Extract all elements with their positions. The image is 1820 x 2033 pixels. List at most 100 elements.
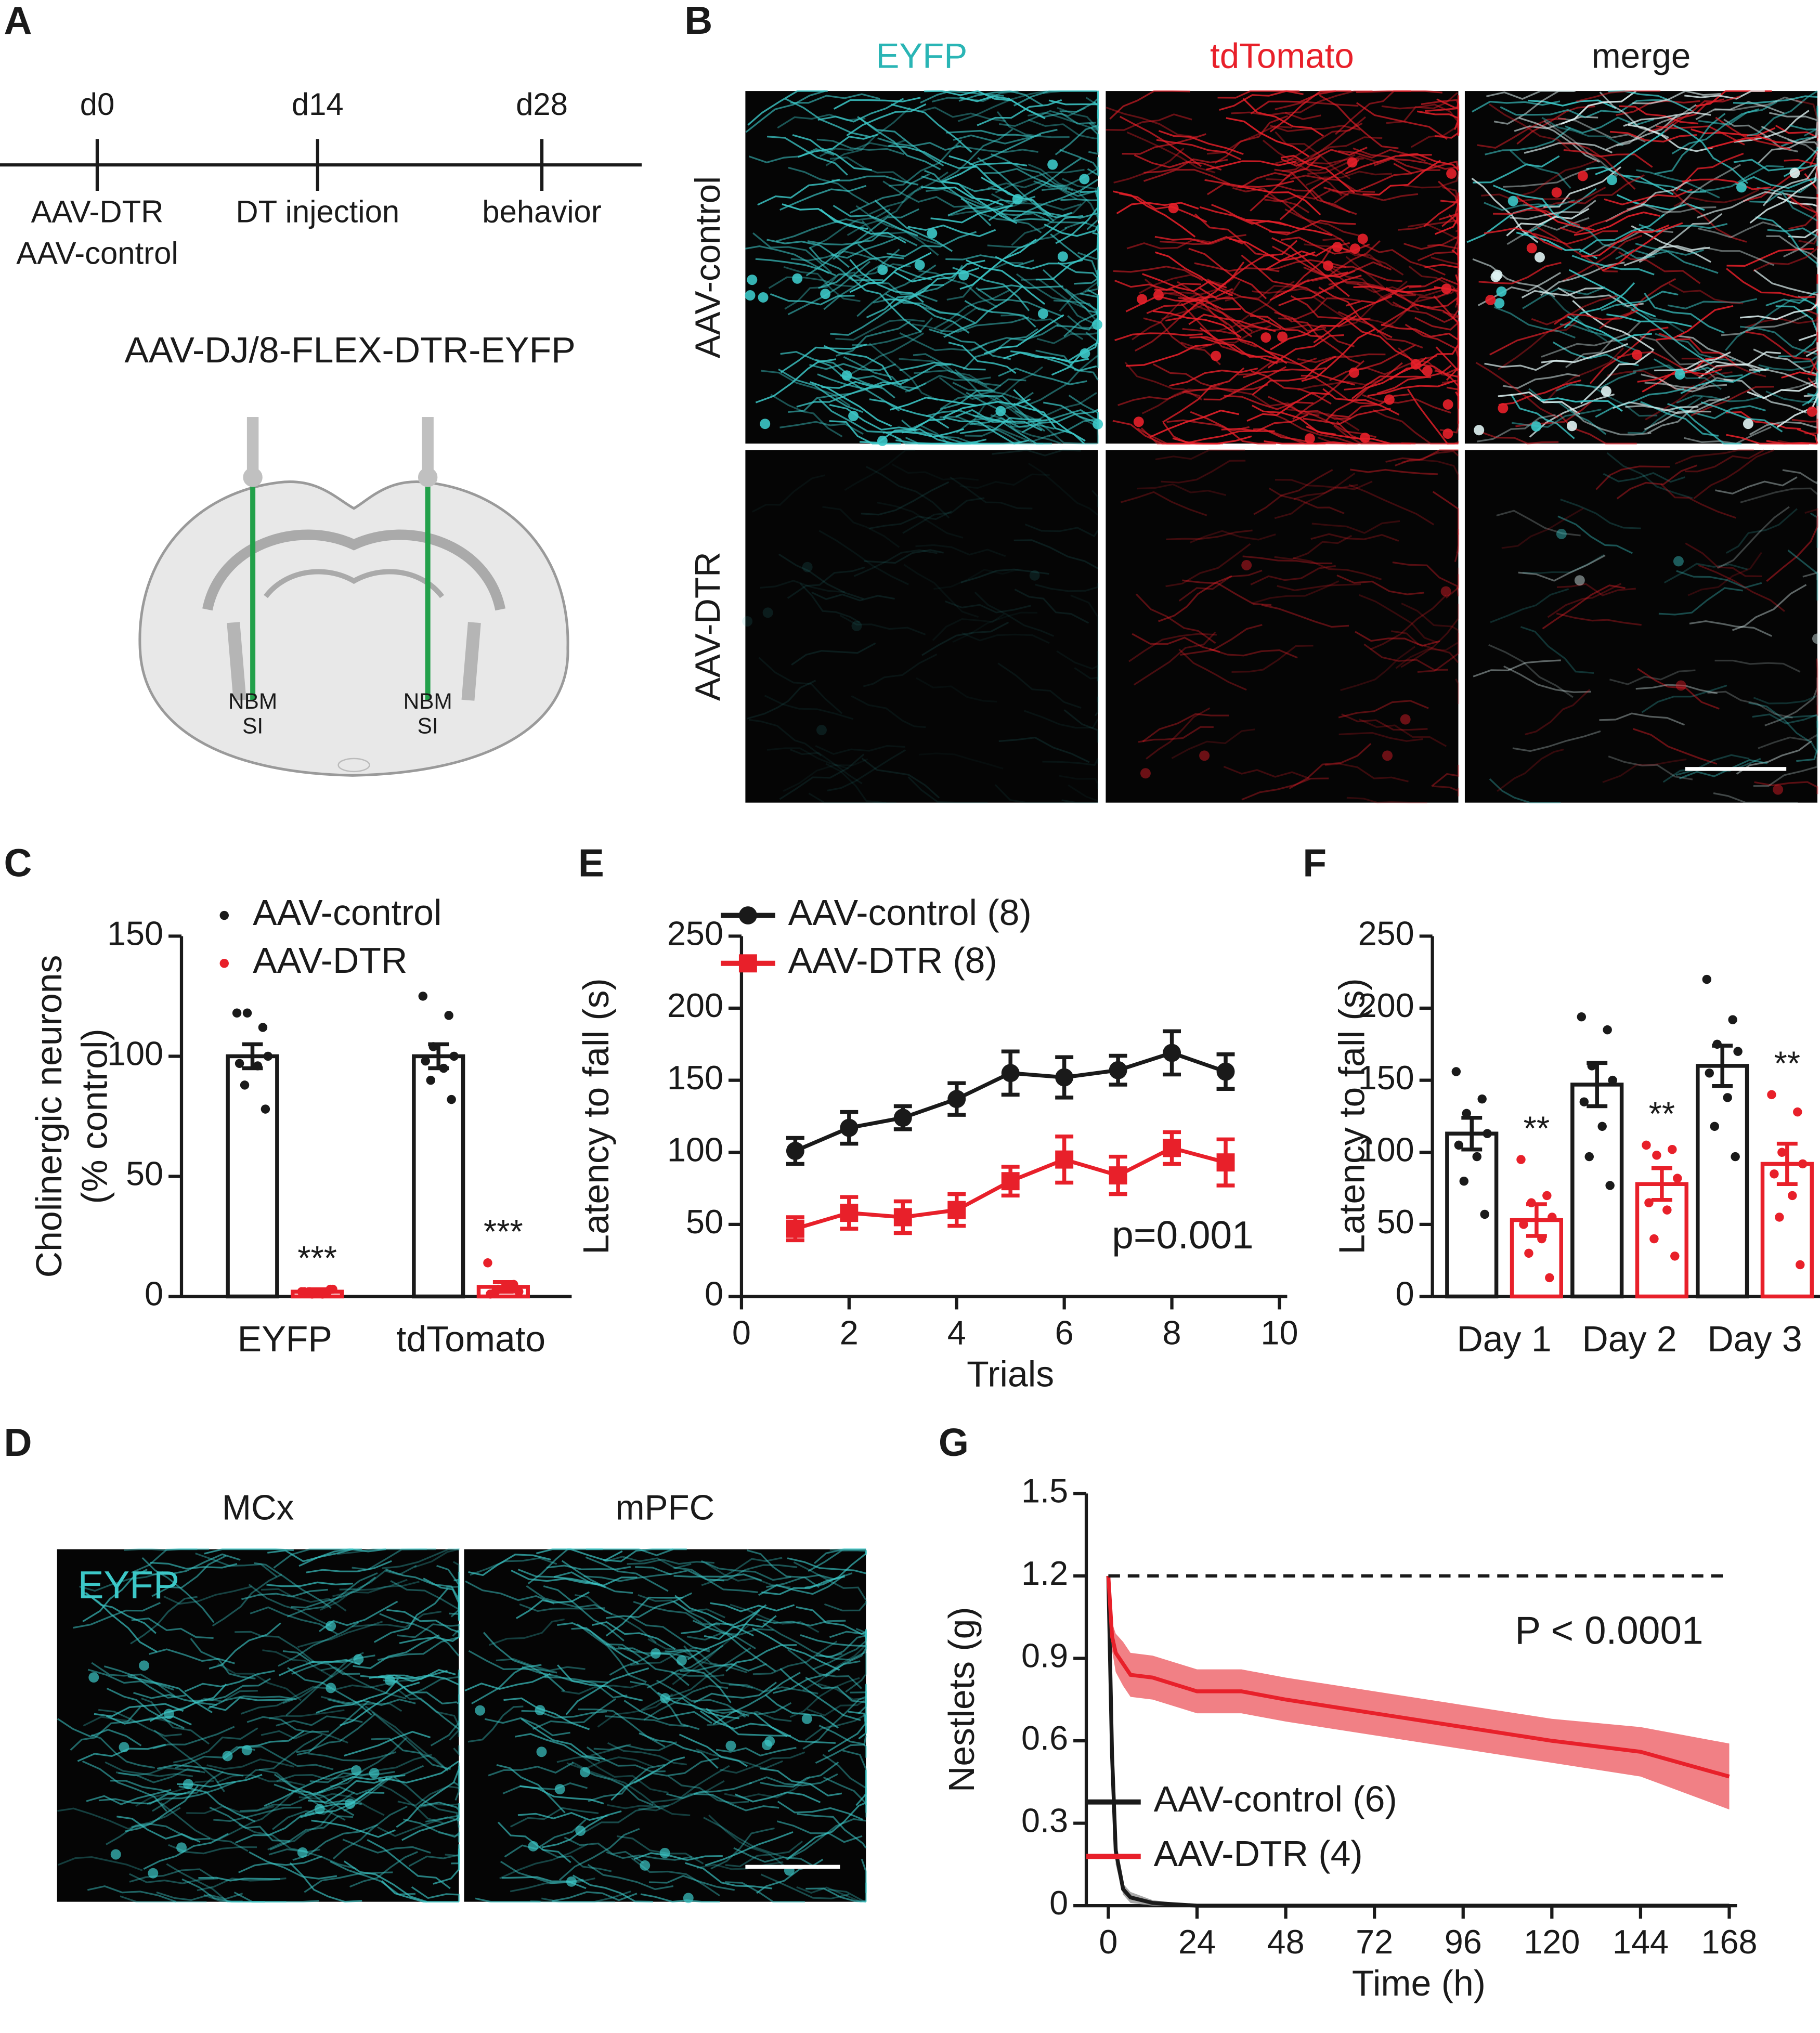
fiber [1178,648,1247,691]
structure [337,758,370,773]
fiber [966,259,1046,305]
fiber [825,107,911,166]
fiber [218,1792,294,1841]
fiber [206,1758,295,1770]
fiber [671,1647,751,1677]
cell-body [877,435,888,446]
fiber [233,1892,319,1903]
fiber [1560,499,1641,529]
fiber [352,1610,442,1628]
fiber [1353,147,1440,172]
fiber [799,583,861,623]
fiber [521,1718,605,1760]
fiber [1397,217,1460,231]
x-tick-label: 144 [1613,1923,1669,1961]
fiber [699,1710,788,1737]
fiber [686,1628,774,1641]
fiber [379,1613,460,1657]
cell-body [995,406,1006,416]
fiber [978,284,1063,291]
fiber [1433,785,1460,797]
fiber [638,1780,725,1812]
fiber [1506,208,1590,237]
timeline-day: d0 [80,87,115,122]
cell-body [1441,283,1452,294]
fiber [1189,530,1276,544]
fiber [1063,709,1099,743]
data-point [1577,1012,1587,1022]
fiber [1671,108,1760,154]
fiber [877,501,964,539]
fiber [605,1596,684,1637]
fiber [1559,323,1641,353]
fiber [1013,178,1099,220]
fiber [1623,111,1711,127]
fiber [381,1880,459,1903]
fiber [1691,127,1776,137]
fiber [1146,707,1211,760]
fiber [1290,295,1371,321]
fiber [1689,620,1772,637]
fiber [1488,644,1574,698]
series-line [1106,1575,1730,1779]
fiber [1661,164,1741,217]
fiber [787,1648,862,1689]
fiber [1680,367,1770,395]
cell-body [1037,308,1048,319]
fiber [1264,440,1348,445]
brain-region: SI [418,713,438,738]
panel-letter: E [578,841,604,885]
fiber [587,1863,674,1891]
fiber [82,1569,148,1623]
fiber [238,1823,321,1853]
fiber [710,1827,775,1870]
fiber [1149,409,1240,438]
fiber [453,1579,460,1610]
fiber [627,1558,714,1565]
fiber [246,1716,329,1733]
fiber [464,1673,551,1692]
fiber [787,260,871,316]
fiber [1400,604,1460,668]
data-point [1516,1155,1526,1164]
fiber [861,1859,867,1902]
fiber [1206,160,1297,171]
cell-body [535,1705,545,1716]
y-tick-label: 250 [1358,915,1414,953]
fiber [685,1862,773,1889]
fiber [1580,350,1654,405]
fiber [874,199,953,252]
fiber [1293,136,1383,165]
fiber [209,1697,293,1711]
fiber [1791,419,1818,433]
annotation: p=0.001 [1112,1213,1253,1257]
fiber [836,320,911,357]
fiber [190,1638,256,1679]
y-tick-label: 0 [1396,1275,1414,1313]
cell-body [1485,294,1496,305]
fiber [1264,194,1344,242]
cell-body [792,273,803,284]
fiber [1628,124,1713,152]
fiber [300,1777,388,1818]
data-point [1462,1109,1472,1118]
fiber [296,1713,375,1753]
fiber [332,1581,420,1597]
cell-body [848,411,859,422]
fiber [1250,155,1321,212]
fiber [269,1815,354,1850]
fiber [58,1856,143,1871]
fiber [695,1748,783,1770]
fiber [716,1747,797,1757]
fiber [1662,754,1750,783]
fiber [1304,243,1383,266]
cell-body [1606,175,1617,186]
fiber [1381,323,1459,341]
fiber [397,1786,460,1807]
fiber [77,1743,166,1762]
fiber [891,463,979,481]
fiber [1224,395,1314,410]
data-point [1788,1191,1797,1201]
fiber [1672,124,1748,184]
panel-letter: C [4,841,32,885]
